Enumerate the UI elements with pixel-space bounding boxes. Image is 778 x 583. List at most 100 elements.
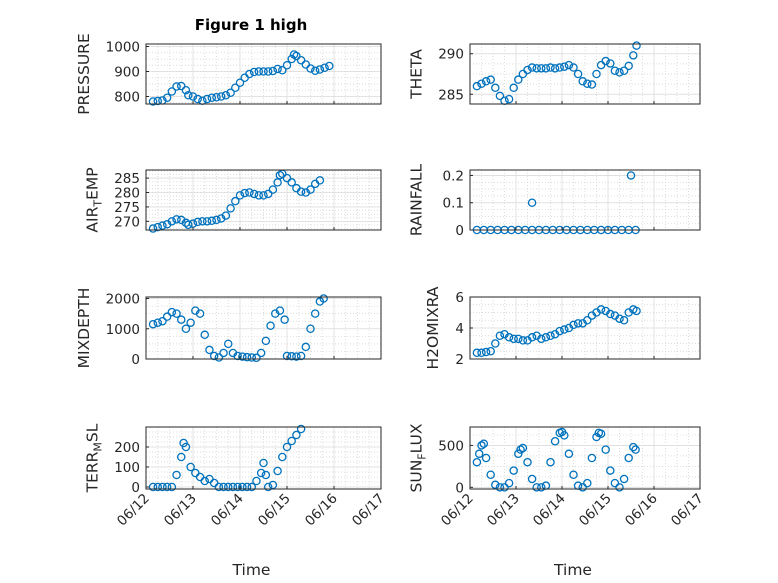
data-point [167,307,177,317]
data-point [275,306,285,315]
data-point [207,93,217,103]
data-point [263,189,273,199]
data-point [245,188,254,197]
data-point [172,470,181,480]
data-point [560,325,569,334]
data-point [477,441,486,450]
data-point [495,331,505,340]
subplot-h2omixra: 2 4 6 H2OMIXRA [424,286,701,370]
axes-box [145,169,382,231]
data-point [268,185,278,194]
data-point [486,346,495,356]
data-point [214,353,224,362]
data-point [555,326,564,336]
data-point [273,178,282,187]
data-point [252,353,261,363]
data-point [282,61,292,70]
data-point [527,63,537,72]
data-point [148,224,158,233]
x-tick-label: 06/15 [255,491,294,530]
data-point [601,56,610,66]
data-point [219,348,228,358]
data-point [583,79,592,88]
data-point [514,449,523,459]
subplot-theta: 285 290 THETA [407,41,701,106]
data-point [158,482,167,492]
data-point [477,79,486,88]
data-point [573,319,583,328]
data-point [148,482,158,492]
data-point [292,352,301,361]
data-point [472,348,482,358]
subplot-pressure: 800 900 1000 PRESSURE [75,33,382,115]
y-tick-label: 0.1 [443,196,464,212]
data-point [523,65,532,75]
x-axis-label: Time [232,561,271,579]
data-point [629,51,638,60]
y-axis-label: THETA [407,49,425,100]
data-point [518,443,528,453]
data-point [610,478,620,488]
data-point [148,319,158,329]
y-axis-label-main: TERR [83,451,101,493]
data-point [495,483,505,492]
data-point [226,204,235,213]
data-point [569,470,578,480]
data-point [578,77,587,86]
y-axis-label-main: SUN [407,460,425,493]
data-point [477,348,486,358]
data-point [200,330,209,340]
data-point [153,482,162,492]
data-point [523,457,532,467]
data-point [509,466,518,475]
y-axis-label: MIXDEPTH [75,288,93,369]
y-tick-label: 0.2 [443,168,464,184]
y-tick-label: 275 [114,200,140,216]
data-point [216,92,226,101]
data-point [282,173,292,183]
data-point [247,482,256,492]
data-point [233,351,242,361]
data-point [158,316,167,326]
data-point [254,191,264,200]
data-point [212,215,221,225]
data-point [527,198,537,207]
data-point [292,51,301,61]
y-tick-label: 900 [114,65,140,81]
subplot-rainfall: 0 0.1 0.2 RAINFALL [407,163,701,239]
data-point [247,353,256,362]
data-point [500,483,509,492]
y-tick-label: 285 [114,171,140,187]
data-point [219,482,228,492]
data-point [195,309,205,318]
data-point [162,312,172,321]
data-point [615,483,624,492]
data-series [148,169,325,233]
data-point [162,93,172,103]
data-point [207,216,217,226]
data-point [619,474,629,484]
y-axis-label-rest: SL [83,423,101,442]
y-tick-label: 2 [455,352,464,368]
data-point [619,315,629,325]
data-point [273,64,282,74]
data-point [176,452,186,462]
data-point [306,185,315,194]
data-point [537,334,546,344]
data-point [481,77,491,86]
data-point [516,445,525,454]
data-point [202,94,212,104]
x-tick-label: 06/17 [349,491,388,530]
data-point [606,309,615,319]
data-point [181,86,191,95]
data-point [221,91,231,100]
y-tick-label: 290 [438,47,464,63]
x-tick-label: 06/14 [208,491,247,530]
data-point [176,81,186,91]
data-point [167,87,177,96]
subplot-terr-msl: 0 100 200 TERRMSL 06/12 06/13 06/14 06/15 06/16 0… [83,423,387,579]
data-point [261,336,271,346]
data-point [221,211,231,220]
axes-box [469,426,701,490]
data-series [148,294,328,363]
